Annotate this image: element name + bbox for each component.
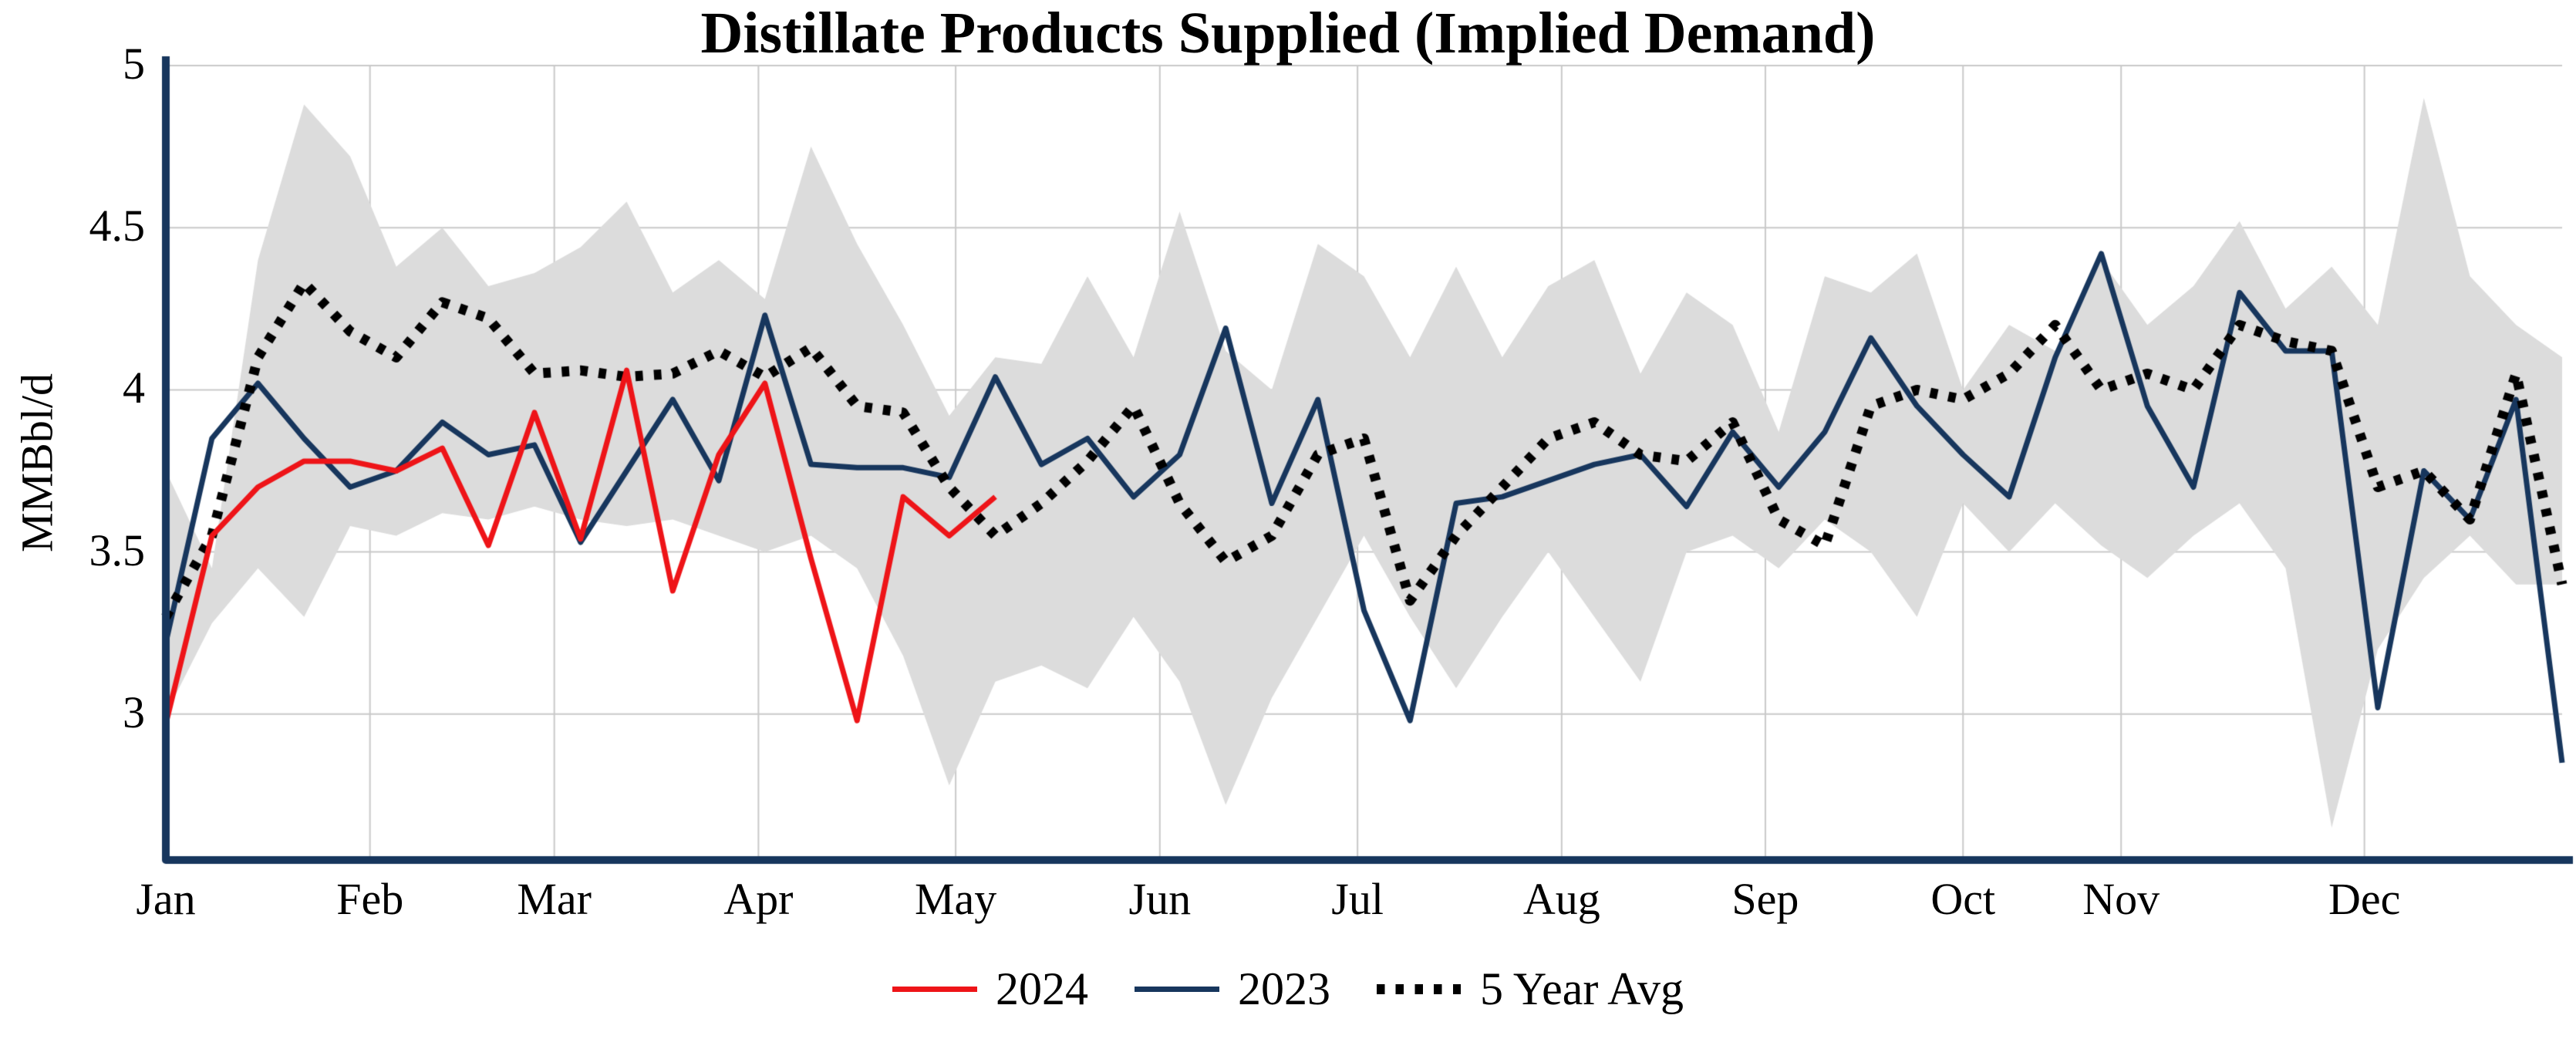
chart-title: Distillate Products Supplied (Implied De… <box>700 1 1876 66</box>
legend-item-2023: 2023 <box>1135 963 1330 1016</box>
legend-line-swatch-5yr-avg <box>1377 984 1462 994</box>
legend-item-2024: 2024 <box>892 963 1088 1016</box>
x-tick-label: Dec <box>2328 874 2401 924</box>
x-tick-label: Sep <box>1731 874 1799 924</box>
x-tick-label: May <box>914 874 997 924</box>
legend-item-5yr-avg: 5 Year Avg <box>1377 963 1684 1016</box>
y-tick-label: 4 <box>123 363 145 413</box>
x-tick-label: Jan <box>136 874 196 924</box>
y-tick-label: 5 <box>123 39 145 89</box>
x-tick-label: Oct <box>1930 874 1996 924</box>
x-tick-label: Feb <box>336 874 404 924</box>
y-tick-label: 3 <box>123 686 145 737</box>
legend-label-2023: 2023 <box>1238 963 1331 1014</box>
chart-legend: 2024 2023 5 Year Avg <box>0 963 2576 1016</box>
x-tick-label: Jul <box>1331 874 1384 924</box>
y-tick-label: 4.5 <box>89 201 146 251</box>
x-tick-label: Aug <box>1522 874 1600 924</box>
x-tick-label: Mar <box>517 874 592 924</box>
legend-line-swatch-2024 <box>892 987 978 992</box>
x-tick-label: Jun <box>1128 874 1192 924</box>
legend-line-swatch-2023 <box>1135 987 1220 992</box>
x-tick-label: Nov <box>2082 874 2160 924</box>
legend-label-2024: 2024 <box>996 963 1089 1014</box>
y-tick-label: 3.5 <box>89 524 146 575</box>
x-tick-label: Apr <box>723 874 794 924</box>
legend-label-5yr-avg: 5 Year Avg <box>1480 963 1684 1014</box>
